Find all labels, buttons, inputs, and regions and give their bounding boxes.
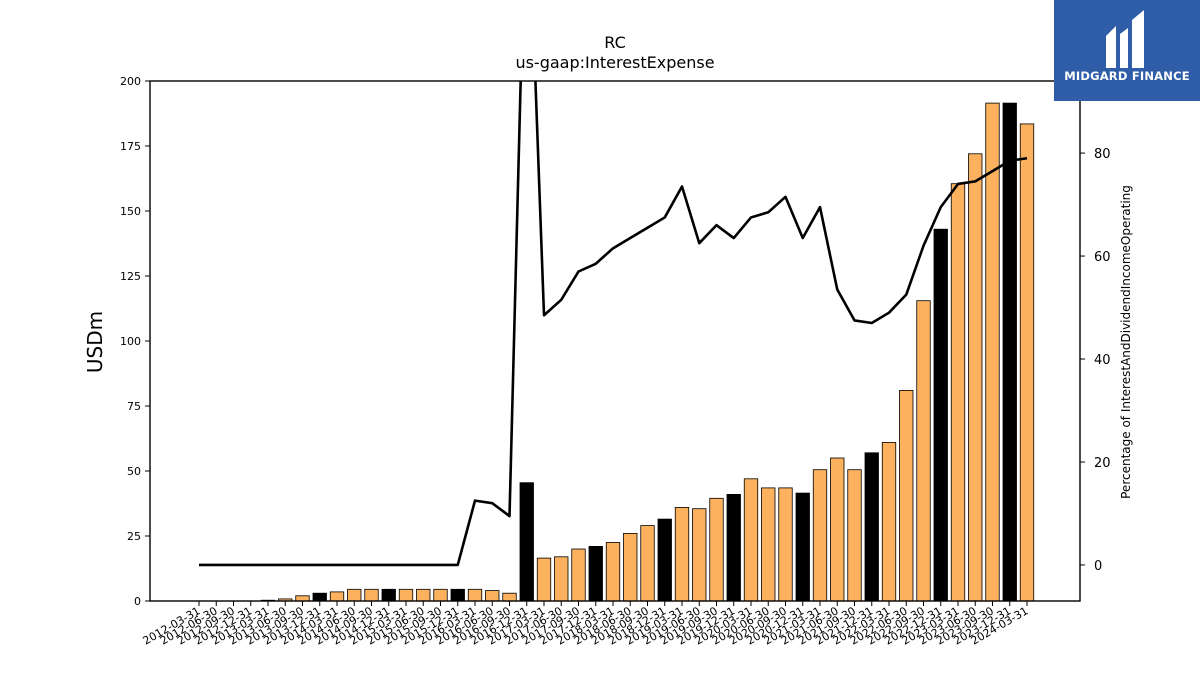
bar [605, 542, 621, 602]
bar [381, 588, 396, 602]
bar [761, 487, 776, 602]
bar [916, 300, 931, 602]
bar [864, 452, 879, 602]
bar [416, 588, 431, 602]
y-tick-label: 125 [120, 270, 141, 283]
bar [640, 525, 655, 602]
y2-tick-label: 20 [1094, 456, 1111, 471]
bar [588, 546, 603, 602]
chart-subtitle: us-gaap:InterestExpense [515, 53, 714, 72]
bar [502, 592, 517, 602]
bar [398, 588, 414, 602]
y2-tick-label: 80 [1094, 147, 1111, 162]
y-tick-label: 50 [127, 465, 141, 478]
brand-logo: MIDGARD FINANCE [1054, 0, 1200, 101]
bar [519, 482, 534, 602]
bar [485, 590, 500, 602]
bar [433, 588, 448, 602]
bar [692, 508, 707, 602]
chart-title: RC [604, 33, 626, 52]
bar [623, 533, 638, 602]
bar [674, 506, 690, 602]
bar [968, 153, 983, 602]
y2-tick-label: 0 [1094, 559, 1102, 574]
bar [709, 497, 724, 602]
y-tick-label: 0 [134, 595, 141, 608]
y2-tick-label: 60 [1094, 250, 1111, 265]
y-tick-label: 75 [127, 400, 141, 413]
plot-area: 02550751001251501752000204060802012-03-3… [120, 75, 1111, 648]
y-tick-label: 100 [120, 335, 141, 348]
bar [795, 492, 810, 602]
bar [467, 588, 483, 602]
bar [295, 595, 310, 602]
bar [899, 389, 914, 602]
y-tick-label: 200 [120, 75, 141, 88]
bar [571, 548, 586, 602]
bar [657, 518, 672, 602]
midgard-mark-icon [1106, 10, 1144, 68]
bar [985, 102, 1000, 602]
bar [950, 183, 966, 602]
y2-tick-label: 40 [1094, 353, 1111, 368]
bar [1019, 123, 1035, 602]
bar [881, 441, 897, 602]
bar [778, 487, 793, 602]
y-axis-label: USDm [83, 311, 107, 373]
bar [536, 557, 552, 602]
y-tick-label: 175 [120, 140, 141, 153]
bar [450, 588, 465, 602]
line-series [199, 81, 1028, 567]
bar [554, 556, 569, 602]
brand-name: MIDGARD FINANCE [1064, 69, 1190, 83]
y-tick-label: 150 [120, 205, 141, 218]
bar [347, 588, 362, 602]
bar [830, 457, 845, 602]
bar [847, 469, 862, 602]
bar [812, 469, 828, 602]
bar [329, 591, 345, 602]
bar [933, 228, 948, 602]
y2-axis-label: Percentage of InterestAndDividendIncomeO… [1119, 185, 1133, 499]
bar [312, 592, 327, 602]
bar [743, 478, 759, 602]
y-tick-label: 25 [127, 530, 141, 543]
bar [1002, 102, 1017, 602]
bar [726, 493, 741, 602]
bar [364, 588, 379, 602]
